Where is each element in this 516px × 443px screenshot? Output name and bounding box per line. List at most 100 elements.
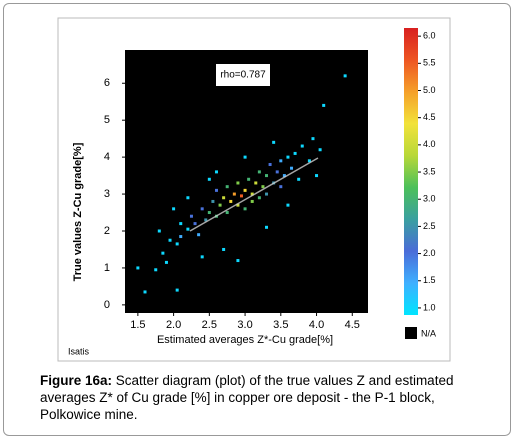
caption: Figure 16a: Scatter diagram (plot) of th… [40, 372, 488, 423]
na-label: N/A [421, 328, 436, 338]
point [247, 177, 251, 181]
x-tick-label: 1.5 [130, 319, 145, 331]
colorbar-tick-label: 5.0 [423, 85, 436, 95]
point [161, 251, 165, 255]
point [229, 199, 233, 203]
point [222, 196, 226, 200]
point [272, 140, 276, 144]
point [232, 192, 236, 196]
colorbar-tick-label: 1.0 [423, 302, 436, 312]
point [243, 155, 247, 159]
point [257, 196, 261, 200]
point [236, 181, 240, 185]
x-tick-label: 3.5 [273, 319, 288, 331]
point [343, 74, 347, 78]
point [218, 203, 222, 207]
annotation-box [216, 64, 270, 86]
point [207, 177, 211, 181]
x-tick-label: 4.5 [345, 319, 360, 331]
colorbar-tick-label: 3.0 [423, 194, 436, 204]
point [189, 214, 193, 218]
point [311, 137, 315, 141]
point [225, 185, 229, 189]
point [175, 288, 179, 292]
point [286, 155, 290, 159]
y-tick-label: 0 [104, 299, 110, 311]
point [204, 218, 208, 222]
point [265, 174, 269, 178]
point [265, 192, 269, 196]
point [179, 222, 183, 226]
footer: Isatis [68, 346, 90, 356]
point [307, 159, 311, 163]
annotation: rho=0.787 [220, 70, 266, 81]
point [257, 170, 261, 174]
y-tick-label: 5 [104, 114, 110, 126]
point [197, 233, 201, 237]
x-tick-label: 2.5 [202, 319, 217, 331]
point [265, 225, 269, 229]
caption-label: Figure 16a: [40, 373, 113, 388]
point [214, 188, 218, 192]
point [239, 194, 243, 198]
point [261, 185, 265, 189]
point [322, 103, 326, 107]
colorbar-tick-label: 1.5 [423, 275, 436, 285]
point [236, 259, 240, 263]
point [250, 199, 254, 203]
point [154, 268, 158, 272]
point [236, 203, 240, 207]
point [193, 222, 197, 226]
point [243, 207, 247, 211]
y-tick-label: 6 [104, 77, 110, 89]
point [168, 238, 172, 242]
point [250, 192, 254, 196]
colorbar-tick-label: 4.0 [423, 139, 436, 149]
point [282, 174, 286, 178]
y-tick-label: 3 [104, 188, 110, 200]
point [286, 203, 290, 207]
point [186, 196, 190, 200]
point [315, 174, 319, 178]
point [279, 159, 283, 163]
chart-frame [57, 17, 451, 362]
point [143, 290, 147, 294]
point [279, 185, 283, 189]
point [186, 227, 190, 231]
point [290, 166, 294, 170]
point [293, 151, 297, 155]
plot-area [125, 50, 368, 313]
colorbar-tick-label: 6.0 [423, 31, 436, 41]
colorbar [404, 28, 418, 315]
point [300, 144, 304, 148]
x-tick-label: 4.0 [309, 319, 324, 331]
point [157, 229, 161, 233]
x-tick-label: 2.0 [166, 319, 181, 331]
x-tick-label: 3.0 [237, 319, 252, 331]
point [214, 170, 218, 174]
y-axis-title: True values Z-Cu grade[%] [72, 142, 84, 281]
y-tick-label: 2 [104, 225, 110, 237]
point [243, 188, 247, 192]
point [179, 235, 183, 239]
point [211, 199, 215, 203]
point [254, 181, 258, 185]
point [175, 242, 179, 246]
colorbar-tick-label: 2.0 [423, 248, 436, 258]
point [200, 207, 204, 211]
colorbar-tick-label: 4.5 [423, 112, 436, 122]
point [164, 260, 168, 264]
colorbar-tick-label: 3.5 [423, 166, 436, 176]
point [225, 211, 229, 215]
point [136, 266, 140, 270]
point [222, 247, 226, 251]
y-tick-label: 4 [104, 151, 110, 163]
regression-line [189, 157, 319, 232]
figure-frame [3, 3, 511, 436]
point [200, 255, 204, 259]
y-tick-label: 1 [104, 262, 110, 274]
point [268, 163, 272, 167]
point [207, 211, 211, 215]
